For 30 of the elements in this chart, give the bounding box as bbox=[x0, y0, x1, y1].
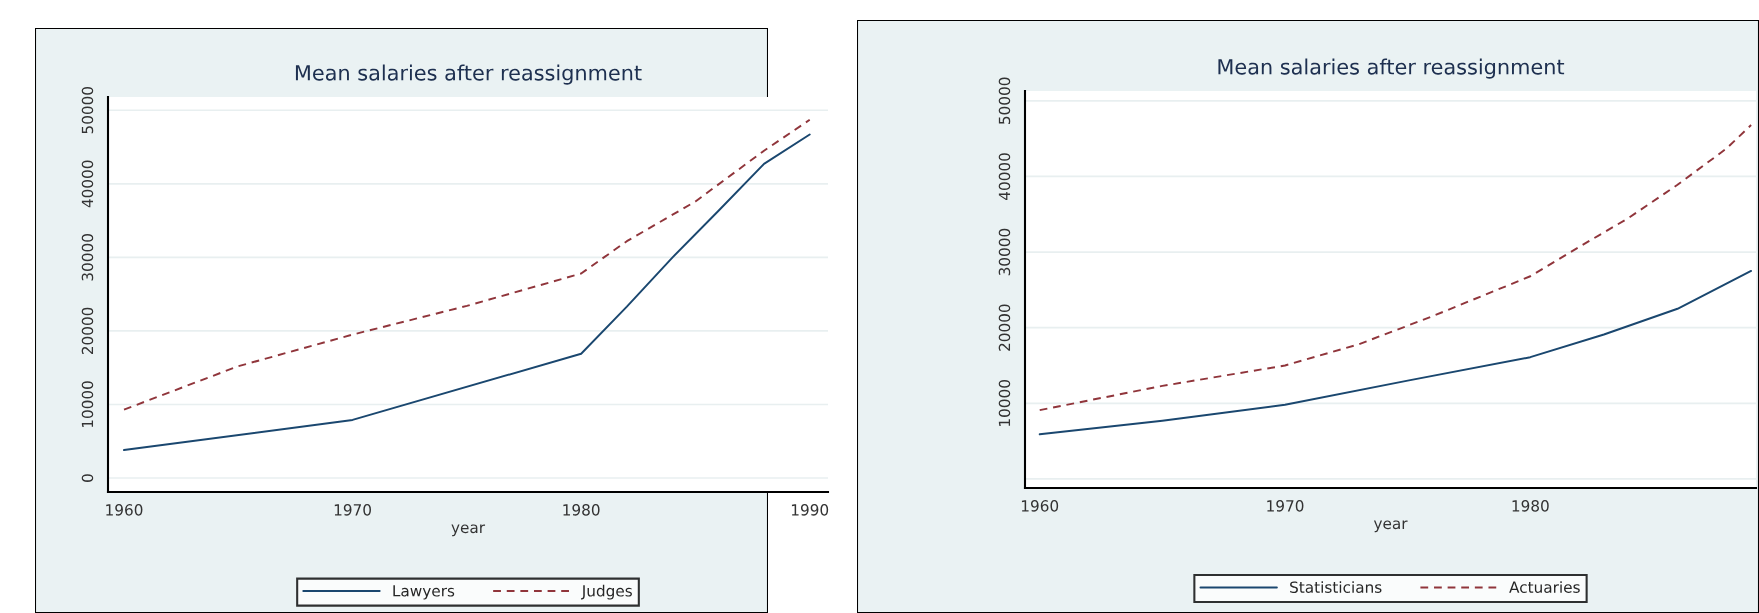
x-tick-label: 1980 bbox=[1512, 500, 1549, 512]
y-tick-label: 50000 bbox=[998, 77, 1011, 124]
y-tick-label: 30000 bbox=[998, 228, 1011, 276]
x-tick-label: 1970 bbox=[334, 504, 371, 516]
line-series bbox=[1038, 124, 1753, 412]
y-tick-label: 10000 bbox=[998, 380, 1011, 426]
x-tick-label: 1960 bbox=[1021, 500, 1059, 512]
x-tick-label: 1970 bbox=[1267, 500, 1304, 512]
chart-title: Mean salaries after reassignment bbox=[1218, 58, 1565, 79]
legend-label: Judges bbox=[580, 584, 632, 600]
y-tick-label: 20000 bbox=[81, 307, 94, 355]
x-tick-label: 1980 bbox=[563, 504, 600, 516]
legend-label: Actuaries bbox=[1509, 581, 1580, 593]
chart-title: Mean salaries after reassignment bbox=[295, 64, 642, 85]
y-tick-label: 40000 bbox=[998, 153, 1011, 200]
y-tick-label: 10000 bbox=[81, 381, 94, 428]
line-series bbox=[123, 133, 811, 452]
legend-label: Statisticians bbox=[1290, 581, 1382, 593]
legend-label: Lawyers bbox=[393, 585, 455, 600]
x-axis-title: year bbox=[1373, 520, 1408, 533]
line-series bbox=[1038, 270, 1753, 436]
y-tick-label: 20000 bbox=[998, 304, 1011, 351]
y-tick-label: 0 bbox=[81, 474, 94, 482]
y-tick-label: 30000 bbox=[81, 234, 94, 281]
x-tick-label: 1960 bbox=[106, 504, 143, 516]
y-tick-label: 40000 bbox=[81, 160, 94, 208]
x-axis-title: year bbox=[451, 524, 486, 537]
line-series bbox=[123, 118, 811, 411]
x-tick-label: 1990 bbox=[791, 504, 829, 516]
y-tick-label: 50000 bbox=[81, 86, 94, 134]
